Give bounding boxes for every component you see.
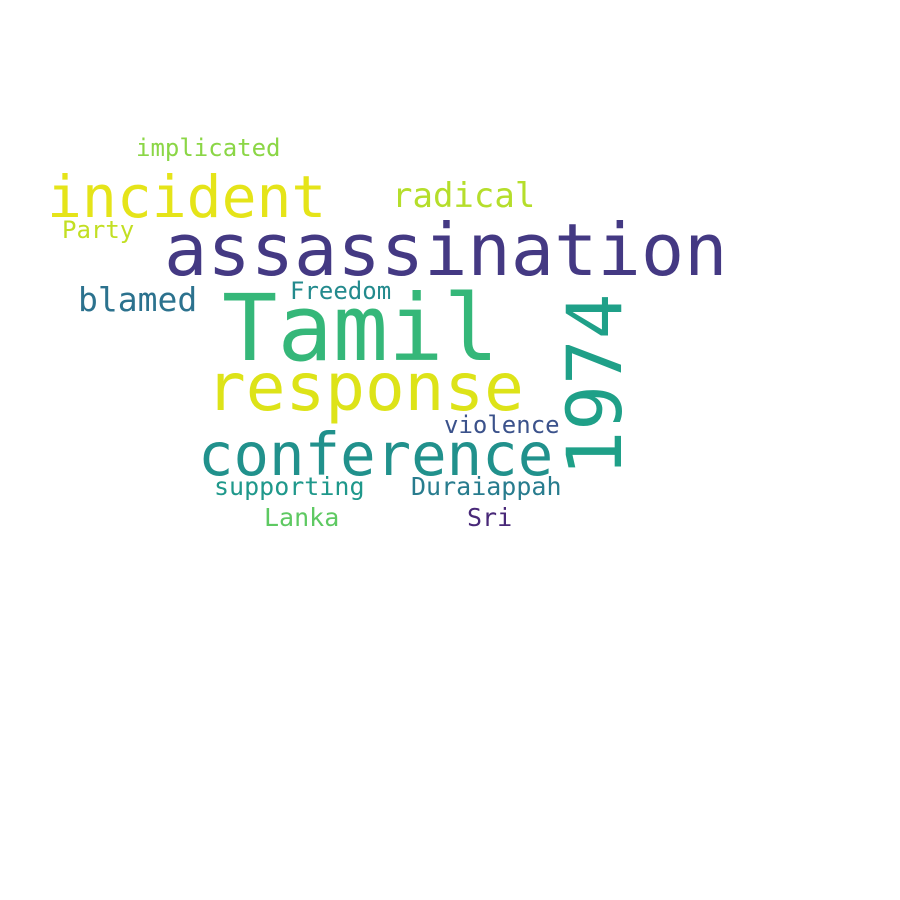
word-incident: incident (47, 163, 327, 231)
word-radical: radical (392, 176, 536, 216)
word-assassination: assassination (164, 208, 728, 292)
word-blamed: blamed (78, 280, 198, 319)
word-implicated: implicated (136, 134, 281, 162)
word-response: response (206, 349, 524, 426)
word-violence: violence (444, 411, 560, 439)
word-tamil: Tamil (222, 275, 499, 382)
word-sri: Sri (467, 503, 513, 532)
word-conference: conference (198, 420, 554, 489)
word-duraiappah: Duraiappah (411, 472, 562, 501)
word-lanka: Lanka (264, 503, 340, 532)
word-party: Party (62, 216, 135, 244)
word-1974: 1974 (550, 293, 639, 477)
word-freedom: Freedom (290, 277, 392, 305)
word-supporting: supporting (214, 472, 365, 501)
